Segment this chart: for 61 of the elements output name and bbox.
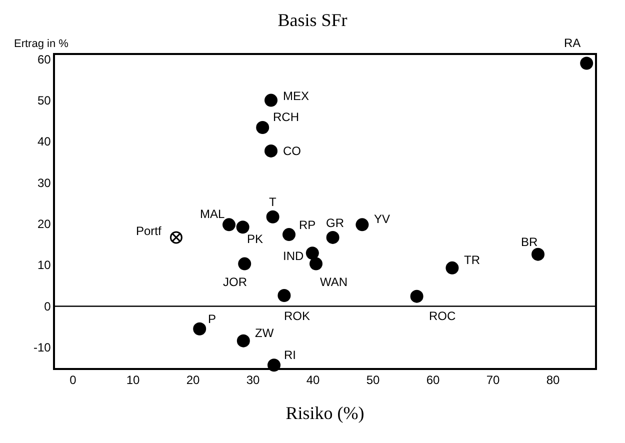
point (410, 290, 424, 303)
series-label: P (208, 312, 216, 326)
point (356, 218, 369, 232)
y-tick-label: 0 (44, 299, 52, 314)
point (256, 120, 270, 134)
series-label: MEX (283, 89, 310, 103)
y-tick-label: 10 (37, 258, 52, 272)
series-label: ROK (284, 309, 310, 323)
y-tick-label: 50 (37, 94, 52, 108)
point (264, 94, 278, 107)
point (264, 144, 278, 158)
point (532, 248, 544, 261)
point (310, 257, 322, 270)
series-label: WAN (320, 275, 348, 289)
point (236, 220, 250, 234)
series-label: ZW (255, 326, 274, 340)
point (278, 289, 291, 302)
series-label: RI (284, 348, 296, 362)
point (238, 257, 252, 270)
point (306, 246, 319, 260)
y-tick-label: 60 (37, 52, 52, 66)
point (282, 228, 296, 242)
series-label: CO (283, 144, 301, 158)
series-label: BR (521, 235, 538, 249)
point (222, 218, 236, 232)
point (170, 231, 182, 244)
series-label: RA (564, 36, 581, 50)
point (266, 210, 280, 224)
point (326, 230, 340, 244)
series-label: ROC (429, 309, 456, 323)
x-tick-label: 0 (70, 373, 77, 388)
series-label: RP (299, 218, 316, 232)
series-label: RCH (273, 110, 299, 124)
series-label: GR (326, 216, 344, 230)
y-axis-title: Ertrag in % (14, 38, 69, 50)
series-label: TR (464, 253, 480, 267)
point (193, 322, 206, 336)
series-label: Portf (136, 224, 162, 238)
x-tick-label: 10 (126, 373, 140, 388)
point (446, 261, 459, 274)
y-tick-label: 20 (37, 217, 52, 232)
x-tick-label: 20 (186, 373, 200, 388)
series-label: MAL (200, 207, 225, 221)
chart-title: Basis SFr (278, 10, 348, 30)
x-tick-label: 50 (366, 373, 380, 388)
x-axis-title: Risiko (%) (286, 402, 364, 423)
y-tick-label: -10 (34, 340, 52, 355)
series-label: YV (374, 212, 390, 226)
x-tick-label: 60 (426, 373, 440, 388)
x-tick-label: 40 (306, 373, 320, 388)
x-tick-label: 30 (246, 373, 260, 388)
series-label: T (269, 195, 277, 209)
series-label: IND (283, 249, 304, 263)
series-label: JOR (223, 275, 248, 289)
x-tick-label: 80 (546, 373, 560, 388)
y-tick-label: 30 (37, 176, 52, 190)
point (580, 56, 594, 70)
y-tick-label: 40 (37, 134, 52, 149)
x-tick-label: 70 (486, 373, 500, 388)
series-label: PK (247, 232, 264, 246)
point (236, 334, 250, 348)
